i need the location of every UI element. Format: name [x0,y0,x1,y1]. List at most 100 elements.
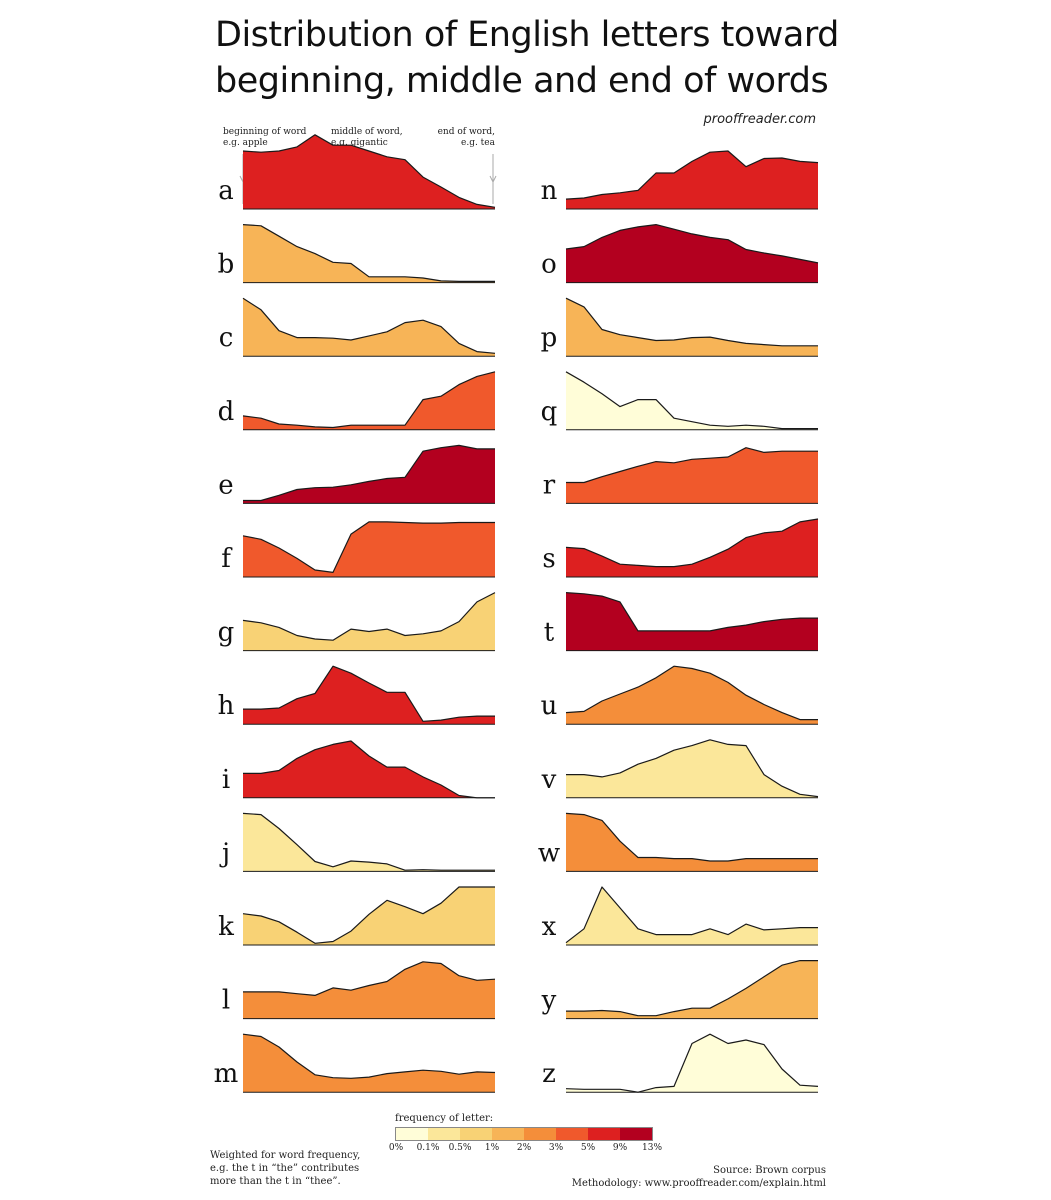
area-s [566,519,818,577]
annotation-beginning-line1: beginning of word [223,127,307,137]
area-i [243,741,495,798]
outline-r [566,447,818,484]
annotation-middle: middle of word, e.g. gigantic [331,127,403,149]
letter-panel-m: m [214,1033,496,1093]
letter-label-n: n [541,176,558,206]
legend-tick-label: 2% [516,1143,532,1153]
outline-b [242,224,495,282]
letter-label-i: i [222,765,230,795]
legend-tick-label: 3% [548,1143,564,1153]
letter-label-f: f [221,544,233,574]
source-line: Source: Brown corpus [713,1165,826,1176]
outline-w [565,812,818,862]
outline-c [242,297,496,354]
area-n [566,151,818,209]
letter-label-x: x [542,912,557,942]
annotation-middle-line1: middle of word, [331,127,403,137]
letter-label-e: e [218,470,233,500]
legend-tick-label: 0.1% [416,1143,440,1153]
legend-swatch-2 [460,1128,492,1140]
letter-panel-e: e [218,444,495,504]
area-a [243,134,495,209]
annotation-beginning: beginning of word e.g. apple [223,127,306,149]
legend-tick-label: 1% [484,1143,500,1153]
outline-l [243,961,496,997]
letter-panel-x: x [542,886,818,946]
legend-title: frequency of letter: [395,1113,494,1124]
outline-t [565,592,818,632]
area-h [243,666,495,725]
letter-panel-p: p [541,297,818,357]
letter-label-g: g [218,618,235,648]
outline-j [242,812,495,871]
letter-panel-q: q [541,371,818,431]
legend-tick-label: 9% [612,1143,628,1153]
letter-panel-o: o [541,224,819,284]
letter-label-a: a [218,176,234,206]
weighting-note-line2: e.g. the t in “the” contributes [210,1163,360,1174]
area-m [243,1034,495,1093]
letter-panel-f: f [221,521,495,578]
weighting-note-line3: more than the t in “thee”. [210,1176,341,1187]
letter-panel-d: d [218,371,496,431]
letter-label-j: j [219,838,230,868]
outline-p [565,297,818,347]
letter-panel-b: b [218,224,495,284]
area-y [566,960,818,1019]
letter-panel-l: l [222,961,496,1020]
area-q [566,371,818,430]
letter-panel-c: c [219,297,496,357]
annotation-beginning-line2: e.g. apple [223,138,268,148]
letter-label-u: u [541,691,558,721]
letter-label-s: s [542,544,555,574]
legend-tick-label: 0% [388,1143,404,1153]
area-z [566,1034,818,1093]
outline-m [242,1033,496,1079]
outline-e [243,444,495,502]
annotation-end-line2: e.g. tea [461,138,495,148]
letter-label-w: w [538,838,560,868]
annotation-middle-line2: e.g. gigantic [331,138,388,148]
letter-label-d: d [218,397,235,427]
letter-label-v: v [541,765,557,795]
area-o [566,224,818,283]
legend-swatch-0 [396,1128,428,1140]
site-credit: prooffreader.com [703,112,817,127]
letter-panel-u: u [541,665,818,725]
area-v [566,739,818,798]
letter-label-l: l [222,986,230,1016]
outline-k [242,886,495,944]
letter-panel-v: v [541,739,819,799]
letter-panel-w: w [538,812,818,872]
area-f [243,521,495,577]
letter-label-b: b [218,250,235,280]
outline-v [566,739,819,798]
area-p [566,298,818,357]
annotation-end: end of word, e.g. tea [405,127,495,149]
letter-label-k: k [218,912,234,942]
area-k [243,887,495,945]
outline-z [565,1033,819,1093]
letter-panel-h: h [218,665,495,725]
area-d [243,371,495,430]
letter-panel-j: j [219,812,495,872]
letter-label-t: t [544,618,555,648]
arrow-end-head [489,175,497,184]
area-c [243,298,495,357]
area-w [566,813,818,872]
outline-g [242,592,496,641]
letter-panel-y: y [541,959,818,1020]
outline-n [565,150,819,200]
legend-tick-label: 0.5% [448,1143,472,1153]
letter-label-h: h [218,691,235,721]
letter-label-m: m [214,1059,239,1089]
legend-tick-label: 5% [580,1143,596,1153]
area-j [243,813,495,872]
outline-s [565,518,819,568]
letter-panel-g: g [218,592,496,652]
legend-swatch-6 [588,1128,620,1140]
letter-panel-r: r [543,447,818,504]
outline-u [565,665,818,721]
letter-label-z: z [542,1059,556,1089]
